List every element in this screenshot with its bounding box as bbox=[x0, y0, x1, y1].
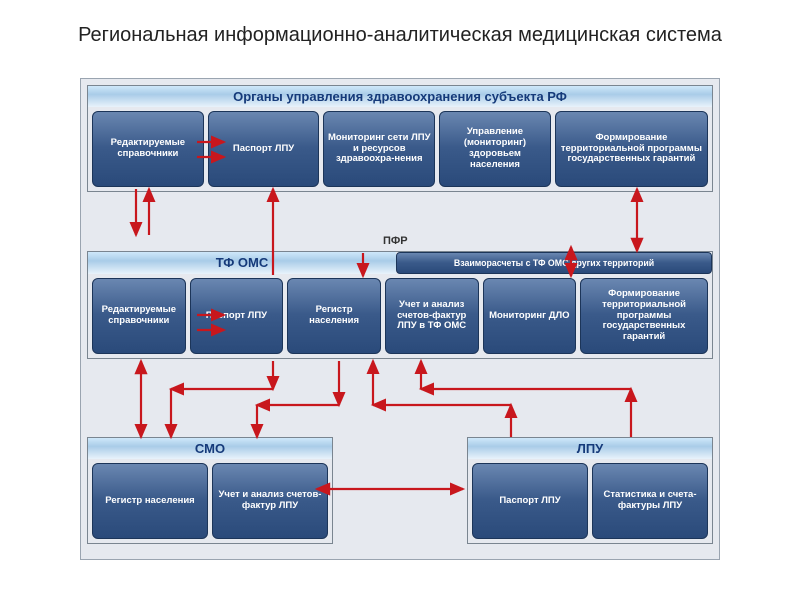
card: Паспорт ЛПУ bbox=[208, 111, 320, 187]
section-tfoms: ТФ ОМС Взаиморасчеты с ТФ ОМС других тер… bbox=[87, 251, 713, 359]
section-tfoms-cards: Редактируемые справочники Паспорт ЛПУ Ре… bbox=[88, 274, 712, 358]
section-smo-header: СМО bbox=[88, 438, 332, 459]
section-lpu-cards: Паспорт ЛПУ Статистика и счета-фактуры Л… bbox=[468, 459, 712, 543]
card: Регистр населения bbox=[92, 463, 208, 539]
label-pfr: ПФР bbox=[383, 235, 408, 247]
card: Учет и анализ счетов-фактур ЛПУ bbox=[212, 463, 328, 539]
section-top-cards: Редактируемые справочники Паспорт ЛПУ Мо… bbox=[88, 107, 712, 191]
card: Формирование территориальной программы г… bbox=[580, 278, 708, 354]
card: Учет и анализ счетов-фактур ЛПУ в ТФ ОМС bbox=[385, 278, 479, 354]
card: Мониторинг сети ЛПУ и ресурсов здравоохр… bbox=[323, 111, 435, 187]
diagram: Органы управления здравоохранения субъек… bbox=[80, 78, 720, 560]
card: Регистр населения bbox=[287, 278, 381, 354]
card: Формирование территориальной программы г… bbox=[555, 111, 708, 187]
section-smo-cards: Регистр населения Учет и анализ счетов-ф… bbox=[88, 459, 332, 543]
card-side: Взаиморасчеты с ТФ ОМС других территорий bbox=[396, 252, 712, 274]
section-top: Органы управления здравоохранения субъек… bbox=[87, 85, 713, 192]
page-title: Региональная информационно-аналитическая… bbox=[0, 0, 800, 52]
card: Паспорт ЛПУ bbox=[190, 278, 284, 354]
card: Мониторинг ДЛО bbox=[483, 278, 577, 354]
card: Редактируемые справочники bbox=[92, 111, 204, 187]
card: Статистика и счета-фактуры ЛПУ bbox=[592, 463, 708, 539]
section-lpu-header: ЛПУ bbox=[468, 438, 712, 459]
section-tfoms-header: ТФ ОМС bbox=[88, 252, 396, 274]
card: Управление (мониторинг) здоровьем населе… bbox=[439, 111, 551, 187]
card: Паспорт ЛПУ bbox=[472, 463, 588, 539]
card: Редактируемые справочники bbox=[92, 278, 186, 354]
section-top-header: Органы управления здравоохранения субъек… bbox=[88, 86, 712, 107]
section-lpu: ЛПУ Паспорт ЛПУ Статистика и счета-факту… bbox=[467, 437, 713, 544]
section-smo: СМО Регистр населения Учет и анализ счет… bbox=[87, 437, 333, 544]
